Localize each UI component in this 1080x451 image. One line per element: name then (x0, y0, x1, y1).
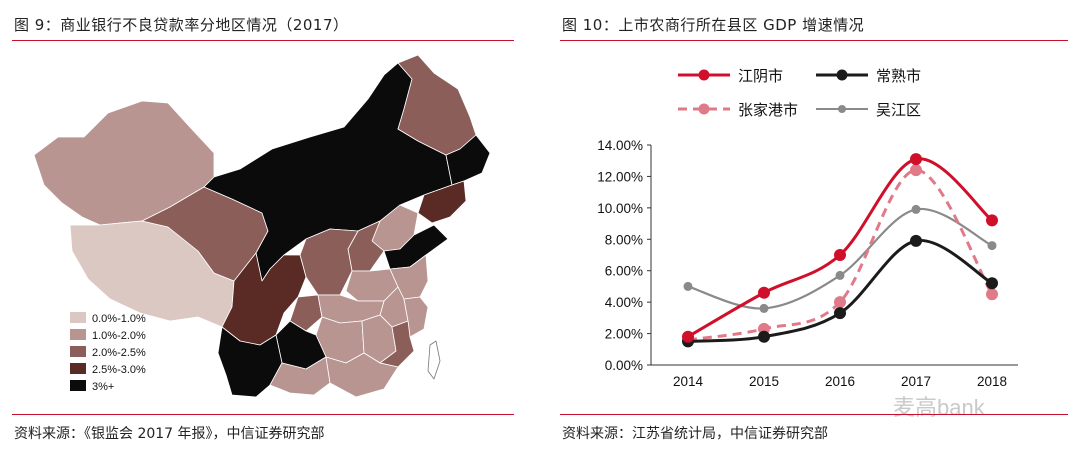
legend-marker (698, 103, 710, 115)
legend-swatch (70, 329, 86, 340)
x-tick-label: 2018 (977, 374, 1007, 389)
legend-marker (836, 69, 848, 81)
map-region-guangxi (269, 356, 331, 396)
legend-label: 张家港市 (738, 101, 798, 119)
watermark: 麦高bank (893, 395, 985, 420)
series-point (834, 307, 846, 320)
legend-label: 1.0%-2.0% (92, 330, 146, 342)
map-region-fujian (379, 320, 415, 368)
y-tick-label: 12.00% (597, 169, 643, 184)
left-figure-title: 图 9：商业银行不良贷款率分地区情况（2017） (14, 16, 349, 34)
map-region-liaoning (417, 180, 467, 224)
series-point (683, 281, 693, 291)
series-point (834, 249, 846, 261)
series-point (911, 204, 921, 214)
map-legend: 0.0%-1.0% 1.0%-2.0% 2.0%-2.5% 2.5%-3.0% … (70, 312, 146, 393)
series-point (910, 234, 922, 247)
legend-marker (698, 69, 710, 81)
left-source-note: 资料来源：《银监会 2017 年报》，中信证券研究部 (14, 426, 325, 442)
legend-label: 吴江区 (876, 101, 921, 119)
legend-label: 2.5%-3.0% (92, 364, 146, 376)
series-point (835, 270, 845, 280)
china-npl-map: 0.0%-1.0% 1.0%-2.0% 2.0%-2.5% 2.5%-3.0% … (33, 54, 491, 398)
legend-swatch (70, 380, 86, 391)
left-source-rule (12, 414, 514, 415)
series-point (758, 286, 770, 299)
chart-axes: 0.00% 2.00% 4.00% 6.00% 8.00% 10.00% 12.00% 14.… (597, 138, 1018, 389)
series-point (682, 330, 694, 343)
left-title-rule (12, 40, 514, 41)
right-source-note: 资料来源：江苏省统计局，中信证券研究部 (562, 426, 828, 442)
series-line (687, 168, 994, 342)
series-point (910, 153, 922, 166)
legend-swatch (70, 346, 86, 357)
y-tick-label: 8.00% (605, 232, 643, 247)
map-region-chongqing (289, 294, 323, 332)
series-point (986, 288, 998, 301)
x-tick-label: 2016 (825, 374, 855, 389)
right-source-rule (560, 414, 1068, 415)
y-tick-label: 2.00% (605, 327, 643, 342)
legend-label: 2.0%-2.5% (92, 347, 146, 359)
series-point (986, 214, 998, 227)
map-region-guangdong (325, 352, 399, 398)
right-title-rule (560, 40, 1068, 41)
y-tick-label: 10.00% (597, 201, 643, 216)
x-tick-label: 2015 (749, 374, 779, 389)
legend-swatch (70, 363, 86, 374)
legend-label: 0.0%-1.0% (92, 313, 146, 325)
series-point (986, 277, 998, 290)
series-point (987, 241, 997, 251)
legend-label: 江阴市 (738, 67, 783, 85)
chart-series (682, 153, 998, 348)
y-tick-label: 0.00% (605, 358, 643, 373)
x-tick-label: 2014 (673, 374, 704, 389)
x-tick-label: 2017 (901, 374, 931, 389)
legend-label: 3%+ (92, 381, 114, 393)
right-figure-title: 图 10：上市农商行所在县区 GDP 增速情况 (562, 16, 865, 34)
series-point (759, 303, 769, 313)
legend-label: 常熟市 (876, 67, 921, 85)
y-tick-label: 14.00% (597, 138, 643, 153)
series-point (758, 330, 770, 343)
legend-swatch (70, 312, 86, 323)
y-tick-label: 4.00% (605, 295, 643, 310)
series-point (834, 296, 846, 309)
y-tick-label: 6.00% (605, 264, 643, 279)
map-region-taiwan (427, 340, 441, 380)
series-point (910, 164, 922, 177)
legend-marker (838, 105, 846, 113)
